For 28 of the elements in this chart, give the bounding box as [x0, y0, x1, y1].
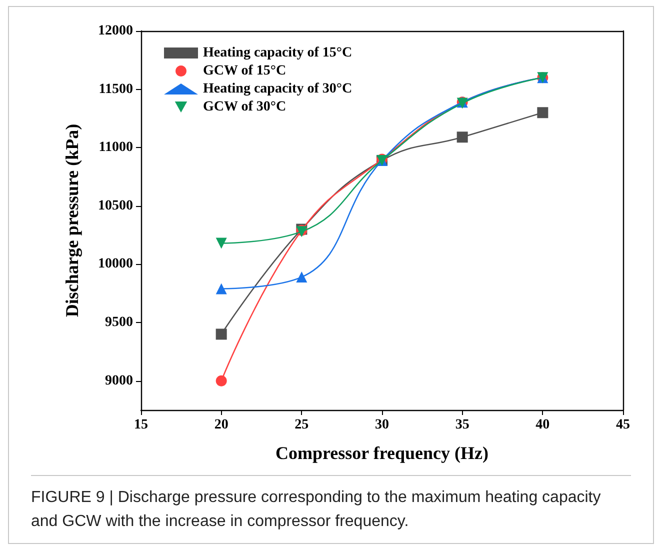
- y-tick-label: 10500: [98, 198, 133, 214]
- x-tick-label: 20: [214, 418, 228, 432]
- legend-label: Heating capacity of 15°C: [203, 46, 352, 60]
- y-tick-label: 12000: [98, 24, 133, 38]
- x-tick-label: 15: [134, 418, 148, 432]
- y-tick-label: 11500: [98, 82, 133, 97]
- x-tick-label: 45: [616, 418, 630, 432]
- caption: FIGURE 9 | Discharge pressure corresponding to the maximum heating capacity and GCW with the increase in compressor frequency.: [31, 475, 631, 534]
- x-tick-label: 35: [455, 418, 470, 432]
- point: [456, 132, 468, 143]
- point: [296, 272, 308, 283]
- x-tick-label: 40: [536, 418, 550, 432]
- y-tick-label: 11000: [98, 140, 133, 156]
- point: [216, 328, 227, 340]
- y-axis-title: Discharge pressure (kPa): [62, 124, 82, 318]
- point: [216, 375, 227, 386]
- point: [216, 283, 227, 294]
- legend-label: Heating capacity of 30°C: [203, 82, 352, 96]
- legend-label: GCW of 30°C: [203, 100, 286, 114]
- point: [537, 107, 548, 118]
- x-tick-label: 25: [294, 418, 309, 432]
- y-tick-label: 10000: [98, 256, 133, 272]
- point: [216, 238, 227, 249]
- y-tick-label: 9000: [105, 373, 133, 388]
- legend-label: GCW of 15°C: [203, 64, 286, 78]
- x-tick-label: 30: [375, 418, 389, 432]
- x-axis-title: Compressor frequency (Hz): [276, 443, 488, 463]
- y-tick-label: 9500: [105, 315, 133, 330]
